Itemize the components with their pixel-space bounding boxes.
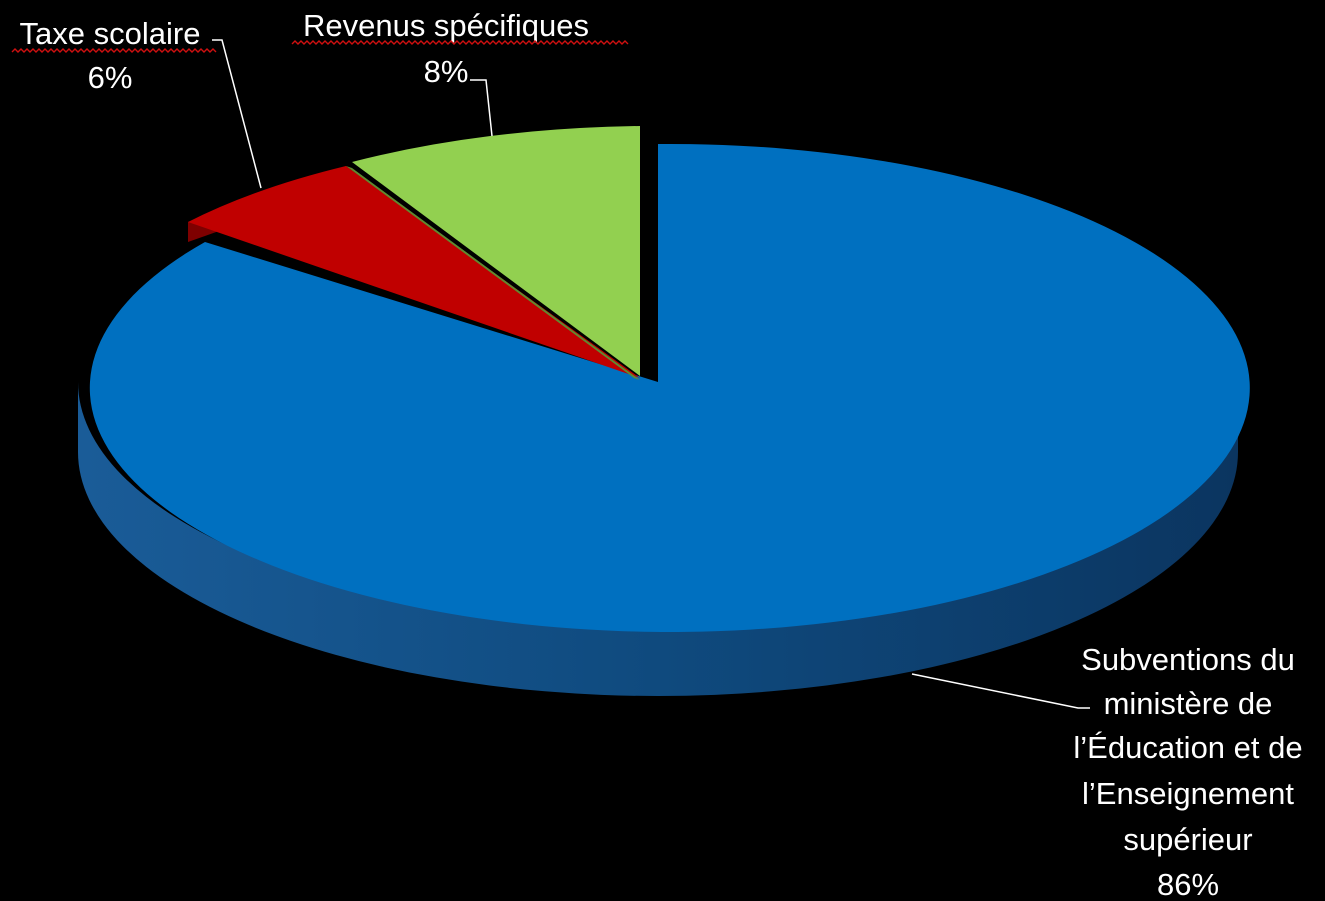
label-red-name: Taxe scolaire <box>20 16 201 51</box>
leader-line-red <box>212 39 262 189</box>
label-green-percent: 8% <box>424 54 469 89</box>
blue-slice-side <box>78 382 1238 696</box>
label-red-percent: 6% <box>88 60 133 95</box>
green-slice-side <box>346 166 640 380</box>
red-slice-top <box>188 166 640 378</box>
spellcheck-underline-red <box>11 48 217 53</box>
label-blue-line-5: supérieur <box>1123 822 1252 857</box>
blue-slice-top <box>89 143 1250 632</box>
spellcheck-underline-green <box>291 40 629 45</box>
label-blue-line-1: Subventions du <box>1081 642 1295 677</box>
label-blue-line-4: l’Enseignement <box>1082 776 1294 811</box>
leader-line-green <box>470 79 493 137</box>
label-blue-line-3: l’Éducation et de <box>1073 730 1302 765</box>
green-slice-top <box>352 126 640 376</box>
label-blue-percent: 86% <box>1157 867 1219 901</box>
label-blue-line-2: ministère de <box>1104 686 1273 721</box>
leader-line-blue <box>911 673 1090 709</box>
label-green-name: Revenus spécifiques <box>303 8 589 43</box>
